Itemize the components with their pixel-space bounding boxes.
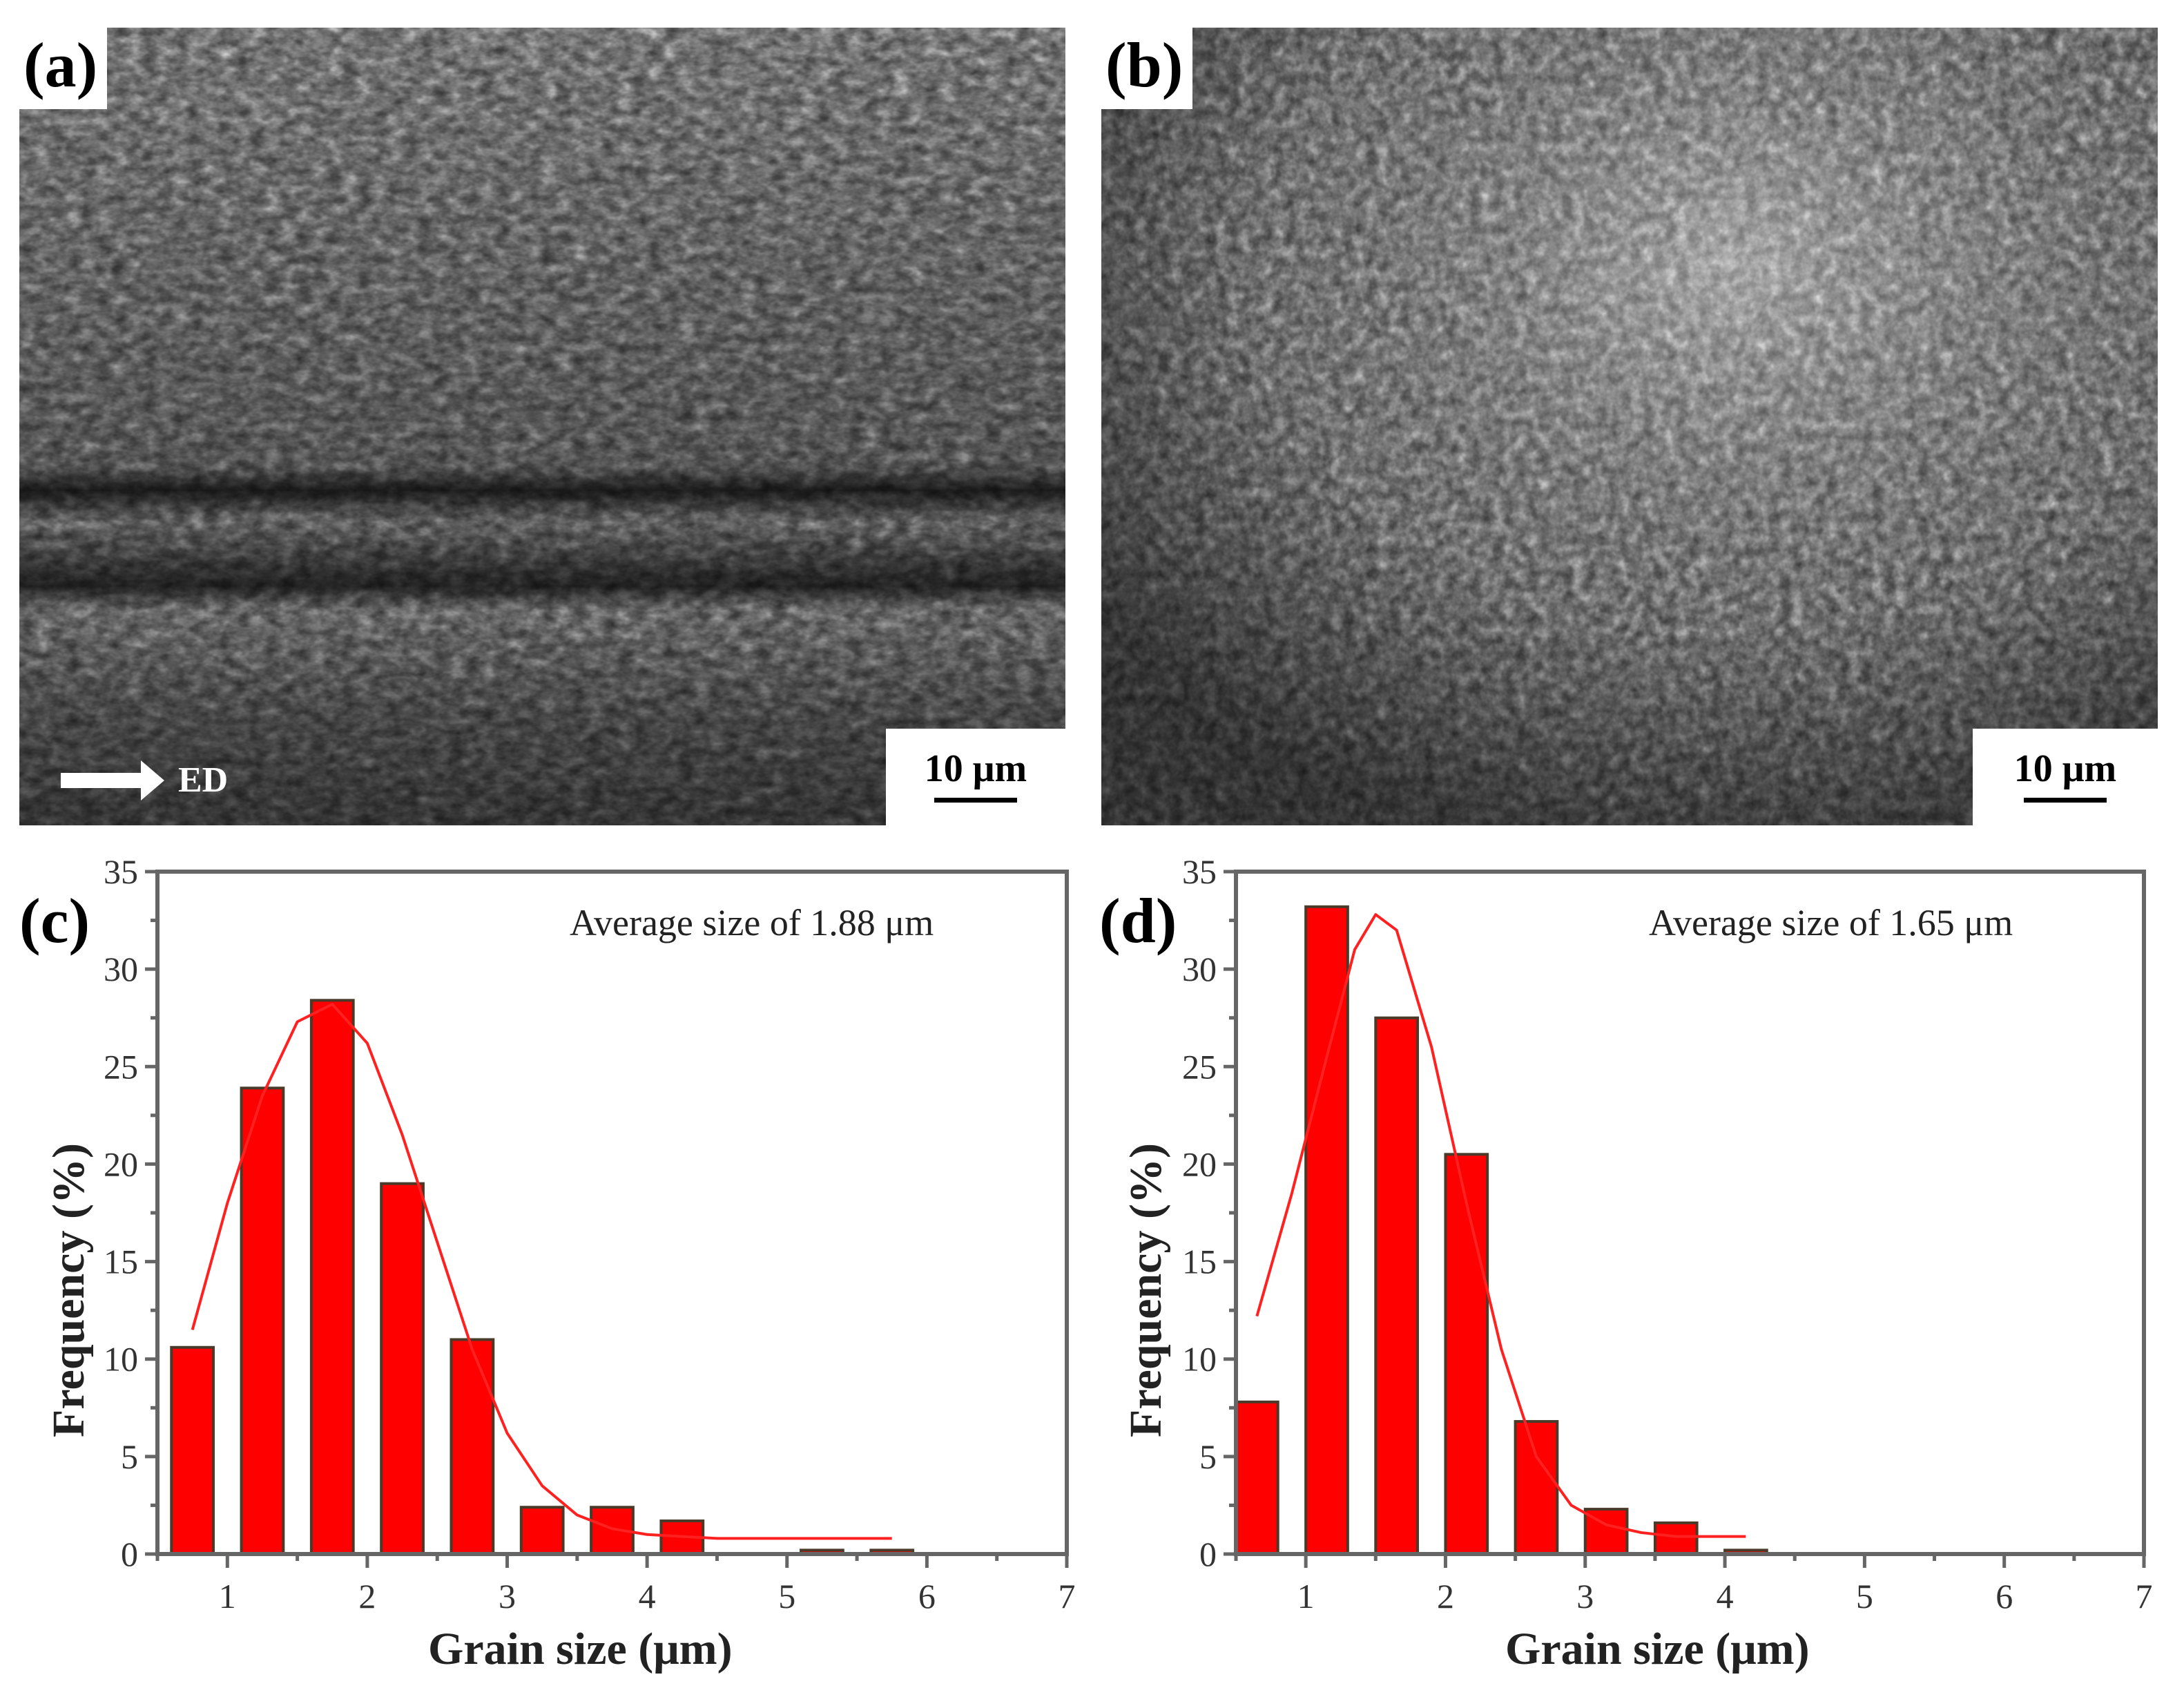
direction-label: ED	[178, 760, 229, 800]
panel-label-a: (a)	[19, 28, 108, 109]
x-tick-label: 3	[499, 1577, 516, 1615]
scale-bar-b: 10 μm	[1973, 729, 2158, 825]
y-tick-label: 25	[104, 1047, 138, 1086]
x-tick-label: 7	[2136, 1577, 2153, 1615]
x-tick-label: 2	[358, 1577, 376, 1615]
histogram-bar	[380, 1182, 425, 1555]
micrograph-a-texture	[19, 28, 1065, 825]
y-tick-label: 30	[104, 950, 138, 988]
y-axis-label-c: Frequency (%)	[44, 1143, 94, 1437]
x-tick-label: 4	[639, 1577, 656, 1615]
histogram-bar	[309, 999, 355, 1555]
histogram-bar	[1304, 905, 1349, 1556]
x-tick-label: 3	[1576, 1577, 1594, 1615]
arrow-right-icon	[61, 760, 164, 800]
histogram-bar	[1444, 1153, 1489, 1556]
micrograph-b: (b) 10 μm	[1101, 28, 2158, 825]
micrograph-b-texture	[1101, 28, 2158, 825]
scale-bar-line	[2024, 798, 2107, 803]
scale-bar-text: 10 μm	[2013, 747, 2117, 790]
histogram-d-plot: 0 5 10 15 20 25 30 35 1 2 3 4 5 6 7	[1182, 852, 2153, 1615]
y-tick-label: 10	[1182, 1340, 1217, 1379]
extrusion-direction-indicator: ED	[61, 760, 228, 800]
micrograph-a: (a) ED 10 μm	[19, 28, 1065, 825]
x-tick-label: 4	[1717, 1577, 1734, 1615]
histogram-bar	[1235, 1400, 1279, 1555]
scale-bar-line	[934, 798, 1017, 803]
plot-frame	[1234, 870, 2146, 1556]
y-tick-label: 15	[1182, 1243, 1217, 1281]
scale-bar-text: 10 μm	[924, 747, 1027, 790]
x-tick-label: 2	[1437, 1577, 1454, 1615]
x-tick-label: 6	[1995, 1577, 2013, 1615]
average-size-annotation-c: Average size of 1.88 μm	[570, 902, 934, 943]
histogram-bar	[519, 1506, 565, 1555]
average-size-annotation-d: Average size of 1.65 μm	[1649, 902, 2013, 943]
histogram-bar	[170, 1345, 215, 1556]
x-axis-label-c: Grain size (μm)	[428, 1624, 733, 1674]
x-tick-label: 7	[1059, 1577, 1076, 1615]
fit-curve	[1255, 913, 1746, 1538]
y-tick-label: 5	[1199, 1437, 1217, 1476]
x-tick-label: 6	[918, 1577, 936, 1615]
y-tick-label: 35	[1182, 852, 1217, 891]
y-tick-label: 0	[1199, 1535, 1217, 1573]
panel-label-d: (d)	[1099, 885, 1177, 956]
y-tick-label: 20	[1182, 1144, 1217, 1183]
y-tick-label: 15	[104, 1243, 138, 1281]
panel-label-c: (c)	[19, 885, 90, 956]
histogram-bar	[240, 1086, 285, 1555]
y-tick-label: 30	[1182, 950, 1217, 988]
y-axis-label-d: Frequency (%)	[1121, 1143, 1171, 1437]
scale-bar-a: 10 μm	[886, 729, 1065, 825]
fit-curve	[191, 1002, 892, 1540]
y-tick-label: 5	[121, 1437, 138, 1476]
x-axis-label-d: Grain size (μm)	[1505, 1624, 1810, 1674]
x-tick-label: 1	[219, 1577, 236, 1615]
histogram-c: 0 5 10 15 20 25 30 35 1 2 3 4 5 6 7 (c) Average size o…	[0, 850, 1091, 1697]
y-tick-label: 25	[1182, 1047, 1217, 1086]
histogram-d: 0 5 10 15 20 25 30 35 1 2 3 4 5 6 7 (d) Average size o…	[1091, 850, 2184, 1697]
y-tick-label: 35	[104, 852, 138, 891]
panel-label-b: (b)	[1101, 28, 1193, 109]
histogram-bar	[1653, 1521, 1699, 1556]
x-tick-label: 5	[1856, 1577, 1873, 1615]
histogram-bar	[1374, 1016, 1419, 1555]
histogram-bar	[1514, 1420, 1559, 1555]
y-tick-label: 10	[104, 1340, 138, 1379]
plot-frame	[155, 870, 1069, 1556]
histogram-bar	[450, 1338, 495, 1555]
y-tick-label: 20	[104, 1144, 138, 1183]
histogram-c-plot: 0 5 10 15 20 25 30 35 1 2 3 4 5 6 7	[104, 852, 1076, 1615]
x-tick-label: 1	[1297, 1577, 1315, 1615]
x-tick-label: 5	[778, 1577, 795, 1615]
y-tick-label: 0	[121, 1535, 138, 1573]
